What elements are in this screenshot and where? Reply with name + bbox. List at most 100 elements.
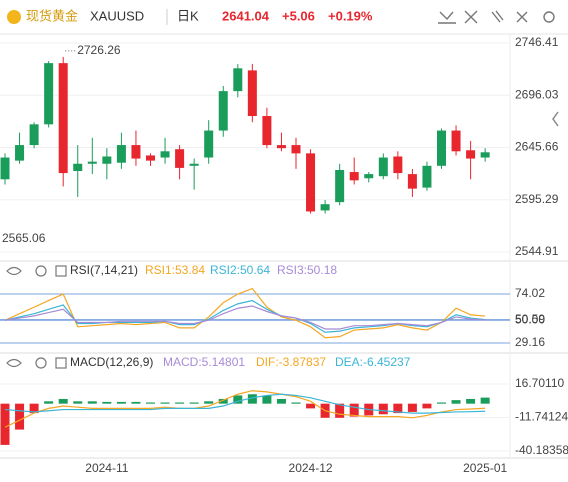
candle-body xyxy=(204,130,214,158)
macd-bar xyxy=(247,394,257,404)
candle-body xyxy=(364,174,374,179)
indicator-title: MACD(12,26,9) xyxy=(70,355,153,369)
candle-body xyxy=(378,157,388,177)
indicator-title: RSI(7,14,21) xyxy=(70,263,138,277)
candle-body xyxy=(87,161,97,164)
collapse-arrow[interactable] xyxy=(552,111,559,127)
macd-bar xyxy=(378,403,388,415)
macd-bar xyxy=(349,403,359,417)
macd-bar xyxy=(160,402,170,404)
macd-bar xyxy=(393,403,403,414)
legend-entry: RSI3:50.18 xyxy=(277,263,337,277)
y-tick-label: 2645.66 xyxy=(515,140,559,154)
price: 2641.04 xyxy=(222,8,270,23)
candle-body xyxy=(102,156,112,164)
candle-body xyxy=(58,63,68,174)
tool-icon[interactable] xyxy=(438,11,456,24)
eye-icon[interactable] xyxy=(6,266,22,276)
macd-bar xyxy=(58,398,68,404)
macd-bar xyxy=(291,402,301,404)
candle-body xyxy=(480,152,490,158)
candle-body xyxy=(393,156,403,174)
candle-body xyxy=(349,172,359,181)
macd-bar xyxy=(335,403,345,418)
legend-entry: DIF:-3.87837 xyxy=(256,355,326,369)
macd-bar xyxy=(44,401,54,404)
macd-bar xyxy=(407,403,417,412)
macd-bar xyxy=(131,401,141,404)
candle-body xyxy=(15,145,25,161)
candle-body xyxy=(422,165,432,188)
y-tick-label: 2595.29 xyxy=(515,192,559,206)
candle-body xyxy=(189,163,199,166)
symbol: XAUUSD xyxy=(90,8,144,23)
macd-bar xyxy=(87,401,97,404)
pen-icon[interactable] xyxy=(491,10,504,23)
candle-body xyxy=(276,145,286,149)
y-tick-label: 50.59 xyxy=(515,312,545,326)
rsi-line xyxy=(4,287,486,339)
candle-body xyxy=(146,155,155,161)
macd-bar xyxy=(437,402,446,404)
candle-body xyxy=(291,145,301,154)
macd-bar xyxy=(218,398,228,404)
macd-bar xyxy=(73,401,83,404)
candle-body xyxy=(306,153,316,212)
candle-body xyxy=(0,157,10,180)
macd-bar xyxy=(451,400,461,404)
settings-icon[interactable] xyxy=(543,11,555,23)
candle-body xyxy=(437,130,446,166)
macd-bar xyxy=(102,401,112,404)
eye-icon[interactable] xyxy=(6,358,22,368)
low-annotation: 2565.06 xyxy=(2,231,46,245)
candle-body xyxy=(466,150,476,159)
macd-bar xyxy=(306,403,316,409)
macd-bar xyxy=(276,398,286,404)
macd-bar xyxy=(422,403,432,409)
macd-bar xyxy=(204,401,214,404)
instrument-name[interactable]: 现货黄金 xyxy=(26,8,78,23)
y-tick-label: 50.00 xyxy=(515,312,545,326)
macd-bar xyxy=(116,401,126,404)
gear-icon[interactable] xyxy=(35,357,47,369)
change-pct: +0.19% xyxy=(328,8,373,23)
x-tick-label: 2024-11 xyxy=(85,461,128,475)
y-tick-label: 2746.41 xyxy=(515,35,559,49)
y-tick-label: 16.70110 xyxy=(515,376,564,390)
draw-icon[interactable] xyxy=(464,10,478,24)
candle-body xyxy=(175,149,185,168)
gear-icon[interactable] xyxy=(35,265,47,277)
legend-entry: DEA:-6.45237 xyxy=(335,355,411,369)
macd-bar xyxy=(262,395,272,404)
check-icon[interactable] xyxy=(55,265,67,277)
macd-bar xyxy=(29,403,39,414)
legend-entry: RSI2:50.64 xyxy=(210,263,270,277)
dif-line xyxy=(4,390,486,428)
candle-body xyxy=(218,91,228,131)
macd-bar xyxy=(466,398,476,404)
macd-bar xyxy=(189,402,199,404)
header: 现货黄金 XAUUSD 日K 2641.04 +5.06 +0.19% xyxy=(0,8,568,35)
change: +5.06 xyxy=(282,8,315,23)
candle-body xyxy=(116,145,126,163)
candle-body xyxy=(233,68,243,92)
candle-body xyxy=(247,70,257,117)
y-tick-label: -11.74124 xyxy=(515,410,568,424)
y-tick-label: 2544.91 xyxy=(515,244,559,258)
macd-bar xyxy=(175,402,185,404)
macd-bar xyxy=(146,402,155,404)
dea-line xyxy=(4,393,486,414)
period[interactable]: 日K xyxy=(177,8,199,23)
y-tick-label: 2696.03 xyxy=(515,87,559,101)
legend-entry: RSI1:53.84 xyxy=(145,263,205,277)
fullscreen-icon[interactable] xyxy=(516,11,528,23)
macd-bar xyxy=(0,403,10,445)
gold-icon xyxy=(7,10,21,24)
check-icon[interactable] xyxy=(55,357,67,369)
x-tick-label: 2024-12 xyxy=(289,461,333,475)
candle-body xyxy=(73,163,83,172)
candle-body xyxy=(451,130,461,152)
rsi-line xyxy=(4,305,486,330)
candle-body xyxy=(407,174,417,189)
